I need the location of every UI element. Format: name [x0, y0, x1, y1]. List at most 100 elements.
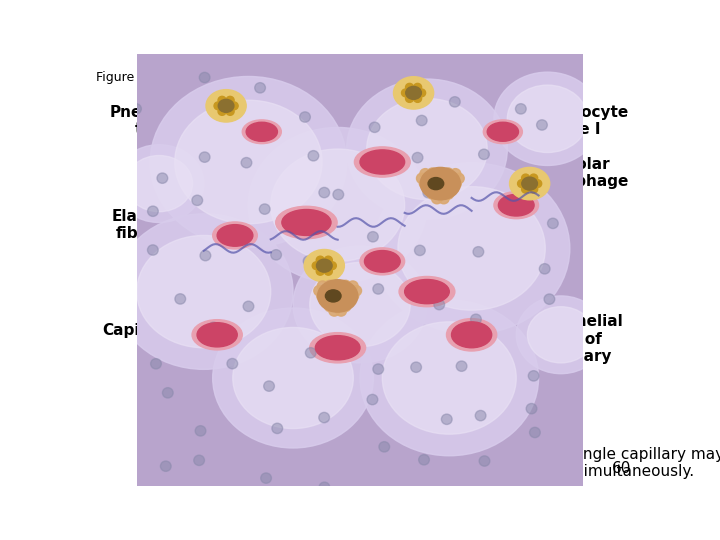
Circle shape: [199, 152, 210, 163]
Circle shape: [479, 456, 490, 466]
Text: Alveolar
macrophage: Alveolar macrophage: [514, 157, 629, 189]
Circle shape: [418, 455, 429, 465]
Ellipse shape: [317, 259, 332, 272]
Circle shape: [312, 262, 320, 269]
Ellipse shape: [510, 167, 550, 200]
Circle shape: [373, 364, 384, 374]
Circle shape: [426, 184, 437, 194]
Text: Endothelial
cell of
capillary: Endothelial cell of capillary: [520, 314, 624, 364]
Circle shape: [300, 112, 310, 122]
Circle shape: [271, 249, 282, 260]
Circle shape: [369, 152, 380, 163]
Circle shape: [444, 184, 454, 194]
Circle shape: [454, 173, 464, 184]
Circle shape: [175, 294, 186, 304]
Circle shape: [316, 267, 324, 275]
Ellipse shape: [354, 147, 410, 177]
Circle shape: [530, 185, 538, 193]
Ellipse shape: [310, 262, 410, 347]
Circle shape: [261, 473, 271, 483]
Ellipse shape: [522, 177, 537, 190]
Circle shape: [413, 152, 423, 163]
Ellipse shape: [398, 187, 545, 310]
Circle shape: [272, 423, 283, 434]
Circle shape: [471, 314, 481, 325]
Circle shape: [373, 284, 384, 294]
Ellipse shape: [420, 167, 461, 200]
Ellipse shape: [212, 222, 257, 249]
Ellipse shape: [293, 246, 427, 363]
Ellipse shape: [276, 206, 337, 239]
Circle shape: [405, 94, 413, 103]
Circle shape: [536, 120, 547, 130]
Circle shape: [544, 294, 554, 305]
Ellipse shape: [304, 249, 344, 282]
Text: Capillary: Capillary: [102, 323, 202, 339]
Circle shape: [419, 178, 430, 189]
Circle shape: [328, 292, 339, 302]
Ellipse shape: [242, 120, 282, 144]
Circle shape: [473, 247, 484, 257]
Text: Figure 23–8c Alveolar Organization and the Blood Air Barrier.: Figure 23–8c Alveolar Organization and t…: [96, 71, 476, 84]
Circle shape: [424, 181, 435, 192]
Circle shape: [319, 413, 330, 423]
Circle shape: [264, 381, 274, 392]
Circle shape: [308, 151, 319, 161]
Text: Alveolar macrophage: Alveolar macrophage: [230, 300, 413, 328]
Circle shape: [314, 286, 325, 296]
Ellipse shape: [494, 72, 601, 165]
Circle shape: [369, 122, 380, 132]
Circle shape: [157, 173, 168, 184]
Ellipse shape: [360, 150, 405, 174]
Ellipse shape: [137, 235, 271, 348]
Circle shape: [319, 187, 330, 198]
Circle shape: [500, 198, 511, 208]
Circle shape: [415, 245, 426, 255]
Circle shape: [413, 83, 422, 91]
Circle shape: [340, 280, 351, 291]
Circle shape: [328, 262, 336, 269]
Circle shape: [516, 104, 526, 114]
Ellipse shape: [114, 145, 204, 222]
Circle shape: [418, 89, 426, 97]
Ellipse shape: [248, 127, 427, 283]
Ellipse shape: [175, 100, 322, 224]
Circle shape: [449, 97, 460, 107]
Circle shape: [208, 322, 219, 333]
Circle shape: [230, 102, 238, 110]
Ellipse shape: [310, 333, 366, 363]
Circle shape: [343, 294, 354, 304]
Ellipse shape: [516, 296, 606, 374]
Circle shape: [333, 190, 343, 200]
Ellipse shape: [451, 322, 492, 348]
Circle shape: [130, 104, 141, 114]
Circle shape: [218, 107, 226, 116]
Circle shape: [340, 301, 351, 312]
Ellipse shape: [126, 156, 193, 212]
Circle shape: [348, 281, 358, 291]
Ellipse shape: [508, 85, 588, 152]
Ellipse shape: [217, 225, 253, 246]
Ellipse shape: [282, 210, 331, 235]
Circle shape: [323, 296, 334, 307]
Circle shape: [317, 291, 328, 301]
Ellipse shape: [406, 86, 421, 99]
Ellipse shape: [366, 98, 487, 200]
Circle shape: [521, 185, 530, 193]
Ellipse shape: [346, 79, 508, 219]
Circle shape: [325, 280, 336, 291]
Circle shape: [336, 306, 346, 316]
Circle shape: [214, 102, 222, 110]
Circle shape: [518, 180, 526, 187]
Circle shape: [379, 442, 390, 452]
Ellipse shape: [246, 122, 277, 141]
Circle shape: [479, 149, 490, 159]
Circle shape: [539, 264, 550, 274]
Text: Pneumocyte
type II: Pneumocyte type II: [109, 105, 224, 137]
Circle shape: [348, 291, 359, 301]
Circle shape: [227, 359, 238, 369]
Circle shape: [148, 245, 158, 255]
Circle shape: [199, 72, 210, 83]
Circle shape: [431, 193, 442, 204]
Circle shape: [427, 168, 438, 178]
